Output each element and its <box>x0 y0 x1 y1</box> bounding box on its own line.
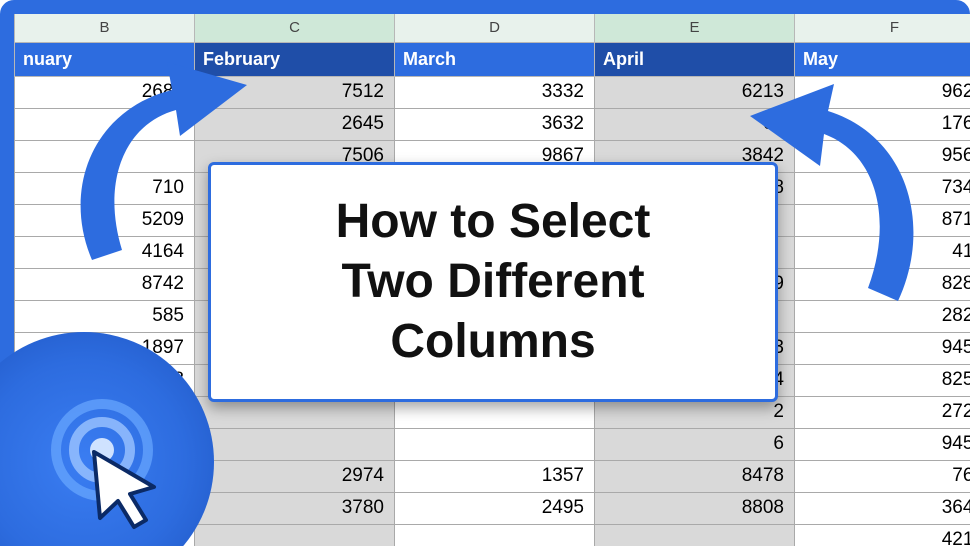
cell[interactable] <box>15 108 195 140</box>
cell[interactable] <box>595 524 795 546</box>
cell[interactable]: 6 <box>595 428 795 460</box>
cell[interactable]: 3332 <box>395 76 595 108</box>
cell[interactable] <box>395 524 595 546</box>
cell[interactable]: 7346 <box>795 172 970 204</box>
cell[interactable] <box>395 428 595 460</box>
header-march[interactable]: March <box>395 42 595 76</box>
header-january[interactable]: nuary <box>15 42 195 76</box>
header-may[interactable]: May <box>795 42 970 76</box>
cell[interactable]: 2495 <box>395 492 595 524</box>
cell[interactable]: 1357 <box>395 460 595 492</box>
cell[interactable]: 3780 <box>195 492 395 524</box>
cell[interactable]: 8478 <box>595 460 795 492</box>
cell[interactable]: 60 <box>595 108 795 140</box>
col-header-B[interactable]: B <box>15 14 195 42</box>
cell[interactable]: 4217 <box>795 524 970 546</box>
cell[interactable]: 8281 <box>795 268 970 300</box>
cell[interactable] <box>195 428 395 460</box>
month-header-row: nuary February March April May <box>15 42 970 76</box>
cell[interactable]: 1767 <box>795 108 970 140</box>
title-text: How to Select Two Different Columns <box>336 192 651 372</box>
thumbnail-frame: B C D E F nuary February March April May… <box>0 0 970 546</box>
table-row: 26807512333262139621 <box>15 76 970 108</box>
col-header-F[interactable]: F <box>795 14 970 42</box>
cell[interactable]: 585 <box>15 300 195 332</box>
header-february[interactable]: February <box>195 42 395 76</box>
cell[interactable]: 6213 <box>595 76 795 108</box>
cell[interactable]: 710 <box>15 172 195 204</box>
cell[interactable]: 2726 <box>795 396 970 428</box>
cell[interactable]: 9621 <box>795 76 970 108</box>
title-card: How to Select Two Different Columns <box>208 162 778 402</box>
cell[interactable]: 8258 <box>795 364 970 396</box>
title-line-3: Columns <box>390 315 595 368</box>
col-header-D[interactable]: D <box>395 14 595 42</box>
title-line-1: How to Select <box>336 195 651 248</box>
column-letter-row: B C D E F <box>15 14 970 42</box>
cell[interactable]: 8742 <box>15 268 195 300</box>
cell[interactable]: 3632 <box>395 108 595 140</box>
cell[interactable]: 2974 <box>195 460 395 492</box>
cell[interactable]: 9458 <box>795 428 970 460</box>
cell[interactable]: 4164 <box>15 236 195 268</box>
cell[interactable]: 412 <box>795 236 970 268</box>
cell[interactable]: 7512 <box>195 76 395 108</box>
cell[interactable]: 9455 <box>795 332 970 364</box>
cell[interactable]: 2829 <box>795 300 970 332</box>
cell[interactable]: 5209 <box>15 204 195 236</box>
col-header-E[interactable]: E <box>595 14 795 42</box>
cell[interactable]: 8808 <box>595 492 795 524</box>
cell[interactable] <box>195 524 395 546</box>
table-row: 26453632601767 <box>15 108 970 140</box>
cell[interactable]: 2680 <box>15 76 195 108</box>
cell[interactable]: 2645 <box>195 108 395 140</box>
col-header-C[interactable]: C <box>195 14 395 42</box>
cell[interactable]: 760 <box>795 460 970 492</box>
cell[interactable]: 3647 <box>795 492 970 524</box>
cell[interactable] <box>15 140 195 172</box>
header-april[interactable]: April <box>595 42 795 76</box>
cell[interactable]: 8710 <box>795 204 970 236</box>
title-line-2: Two Different <box>341 255 644 308</box>
cell[interactable]: 9565 <box>795 140 970 172</box>
cursor-click-icon <box>34 392 184 542</box>
